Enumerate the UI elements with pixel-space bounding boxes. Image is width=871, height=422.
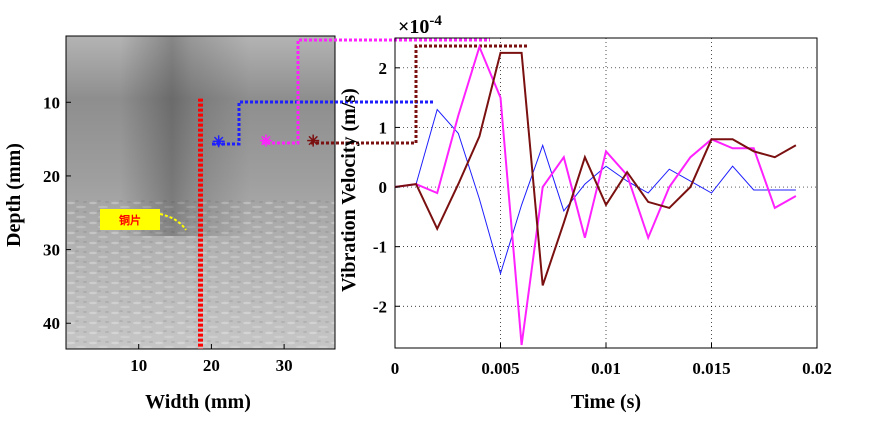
annotation-leader [159, 213, 187, 231]
exponent-label: ×10-4 [398, 13, 442, 38]
annotation-label: 铜片 [118, 213, 141, 227]
connector-brown [311, 44, 528, 145]
left-ytick-label: 10 [43, 93, 60, 112]
series-line-1 [394, 43, 797, 346]
left-ytick-label: 30 [43, 241, 60, 260]
right-ylabel: Vibration Velocity (m/s) [338, 88, 360, 292]
left-axes: 10 20 30 10 20 30 40 [43, 93, 293, 375]
right-xlabel: Time (s) [571, 391, 641, 413]
right-axes: 0 0.005 0.01 0.015 0.02 -2 -1 0 1 2 [373, 59, 832, 378]
star-marker [212, 135, 225, 148]
velocity-panel: 0 0.005 0.01 0.015 0.02 -2 -1 0 1 2 ×10-4 Time (s… [338, 13, 832, 413]
plot-area [394, 37, 818, 349]
ytick-label: -2 [373, 297, 387, 316]
star-marker [307, 134, 320, 147]
ytick-label: -1 [373, 238, 387, 257]
ytick-label: 2 [379, 59, 388, 78]
ultrasound-shadow [120, 36, 250, 236]
series-lines [394, 43, 797, 346]
left-xtick-label: 30 [276, 356, 293, 375]
exponent-base: ×10 [398, 16, 429, 38]
left-xtick-label: 10 [130, 356, 147, 375]
ultrasound-panel: 10 20 30 10 20 30 40 铜片 Width (mm) Depth (mm) [3, 35, 336, 413]
point-markers [212, 134, 320, 148]
exponent-power: -4 [429, 13, 442, 29]
left-xlabel: Width (mm) [145, 391, 251, 413]
star-marker [259, 134, 272, 147]
ytick-label: 1 [379, 118, 388, 137]
series-line-2 [394, 51, 797, 286]
left-ytick-label: 20 [43, 167, 60, 186]
ytick-label: 0 [379, 178, 388, 197]
connector-blue [212, 100, 433, 146]
xtick-label: 0.015 [692, 359, 730, 378]
left-ylabel: Depth (mm) [3, 143, 25, 247]
left-ytick-label: 40 [43, 314, 60, 333]
xtick-label: 0.01 [591, 359, 621, 378]
connectors [212, 38, 528, 148]
series-line-0 [394, 108, 796, 276]
xtick-label: 0 [391, 359, 400, 378]
xtick-label: 0.005 [481, 359, 519, 378]
left-xtick-label: 20 [203, 356, 220, 375]
grid [394, 38, 818, 348]
connector-magenta [262, 38, 490, 145]
annotation-box [100, 209, 160, 230]
xtick-label: 0.02 [802, 359, 832, 378]
